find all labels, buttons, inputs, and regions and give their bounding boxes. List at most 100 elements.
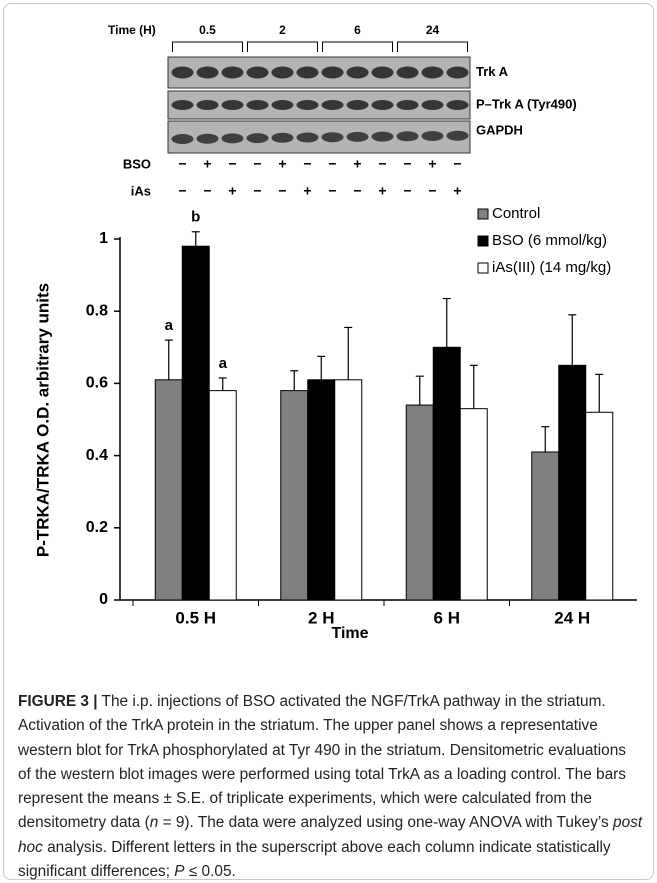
- treatment-sign: −: [253, 183, 261, 199]
- blot-band: [447, 67, 469, 79]
- blot-band: [422, 131, 444, 141]
- treatment-sign: +: [353, 156, 361, 172]
- bar: [281, 391, 308, 600]
- blot-band: [447, 100, 469, 110]
- caption-italic: P: [174, 863, 184, 880]
- x-tick-label: 0.5 H: [175, 608, 216, 627]
- treatment-sign: +: [203, 156, 211, 172]
- blot-band: [397, 100, 419, 110]
- time-group-label: 0.5: [199, 23, 216, 37]
- treatment-sign: −: [303, 156, 311, 172]
- treatment-sign: +: [378, 183, 386, 199]
- blot-band: [222, 100, 244, 110]
- blot-band: [197, 67, 219, 79]
- figure: Time (H) Time P-TRKA/TRKA O.D. arbitrary…: [0, 0, 657, 883]
- caption-text: The i.p. injections of BSO activated the…: [18, 693, 626, 831]
- blot-band: [397, 67, 419, 79]
- caption: FIGURE 3 | The i.p. injections of BSO ac…: [18, 690, 643, 883]
- time-label: Time (H): [108, 23, 156, 37]
- blot-band: [397, 131, 419, 141]
- blot-band: [297, 133, 319, 143]
- y-tick-label: 0.8: [86, 302, 108, 319]
- blot-band: [372, 67, 394, 79]
- treatment-sign: +: [278, 156, 286, 172]
- treatment-sign: −: [278, 183, 286, 199]
- blot-band: [197, 100, 219, 110]
- bar: [182, 246, 209, 600]
- bar: [209, 391, 236, 600]
- treatment-sign: −: [253, 156, 261, 172]
- time-group-label: 2: [279, 23, 286, 37]
- blot-band: [172, 100, 194, 110]
- treatment-sign: −: [203, 183, 211, 199]
- treatment-sign: −: [403, 156, 411, 172]
- treatment-sign: +: [453, 183, 461, 199]
- x-tick-label: 6 H: [434, 608, 460, 627]
- blot-band: [272, 133, 294, 143]
- x-tick-label: 24 H: [554, 608, 590, 627]
- treatment-label: iAs: [131, 183, 151, 198]
- annotation: b: [191, 209, 200, 226]
- blot-row-label: Trk A: [476, 64, 509, 79]
- blot-band: [322, 132, 344, 142]
- treatment-sign: −: [378, 156, 386, 172]
- blot-band: [322, 100, 344, 110]
- treatment-label: BSO: [123, 156, 151, 171]
- caption-label: FIGURE 3 |: [18, 693, 98, 710]
- legend-swatch: [478, 236, 488, 246]
- time-group-label: 6: [354, 23, 361, 37]
- x-tick-label: 2 H: [308, 608, 334, 627]
- blot-band: [372, 132, 394, 142]
- blot-band: [347, 132, 369, 142]
- blot-band: [447, 131, 469, 141]
- blot-band: [297, 100, 319, 110]
- bar: [155, 380, 182, 600]
- bracket: [248, 42, 318, 52]
- bracket: [398, 42, 468, 52]
- x-axis-label: Time: [331, 625, 368, 642]
- blot-band: [422, 100, 444, 110]
- blot-band: [347, 67, 369, 79]
- blot-band: [322, 67, 344, 79]
- blot-band: [247, 67, 269, 79]
- y-tick-label: 0: [99, 591, 108, 608]
- blot-band: [172, 67, 194, 79]
- bracket: [323, 42, 393, 52]
- bar: [406, 405, 433, 600]
- blot-band: [222, 67, 244, 79]
- blot-band: [372, 100, 394, 110]
- y-tick-label: 0.4: [86, 447, 108, 464]
- treatment-sign: +: [428, 156, 436, 172]
- legend-swatch: [478, 209, 488, 219]
- blot-band: [247, 133, 269, 143]
- treatment-sign: −: [328, 183, 336, 199]
- treatment-sign: −: [178, 156, 186, 172]
- treatment-sign: −: [353, 183, 361, 199]
- bar: [532, 452, 559, 600]
- treatment-sign: −: [453, 156, 461, 172]
- bar: [433, 347, 460, 600]
- legend-label: BSO (6 mmol/kg): [492, 232, 607, 249]
- annotation: a: [165, 317, 174, 334]
- blot-band: [197, 134, 219, 144]
- blot-row-label: P–Trk A (Tyr490): [476, 96, 577, 111]
- blot-band: [247, 100, 269, 110]
- blot-band: [297, 67, 319, 79]
- treatment-sign: −: [228, 156, 236, 172]
- y-tick-label: 0.6: [86, 375, 108, 392]
- treatment-sign: −: [178, 183, 186, 199]
- treatment-sign: −: [328, 156, 336, 172]
- legend-swatch: [478, 263, 488, 273]
- chart: Time (H) Time P-TRKA/TRKA O.D. arbitrary…: [0, 0, 657, 680]
- caption-text: analysis. Different letters in the super…: [18, 839, 611, 880]
- blot-band: [347, 100, 369, 110]
- annotation: a: [219, 355, 228, 372]
- caption-text: = 9). The data were analyzed using one-w…: [158, 814, 613, 831]
- y-tick-label: 1: [99, 230, 108, 247]
- bar: [335, 380, 362, 600]
- y-axis-label: P-TRKA/TRKA O.D. arbitrary units: [33, 283, 52, 557]
- time-group-label: 24: [426, 23, 440, 37]
- bar: [586, 412, 613, 600]
- blot-band: [272, 67, 294, 79]
- caption-text: ≤ 0.05.: [185, 863, 236, 880]
